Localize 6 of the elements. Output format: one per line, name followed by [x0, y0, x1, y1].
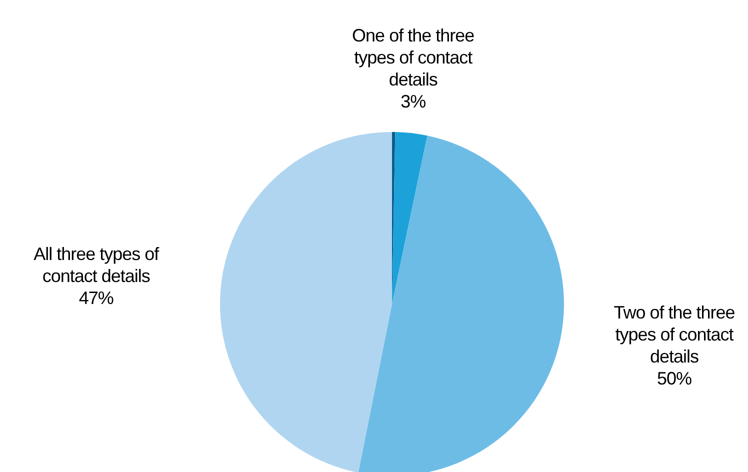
slice-label: One of the three types of contact details [352, 25, 475, 90]
data-label: 50% [657, 368, 692, 389]
slice-label: All three types of contact details [34, 244, 160, 286]
slice-label: Two of the three types of contact details [614, 302, 736, 367]
data-label: 3% [400, 91, 426, 112]
data-label: 47% [78, 288, 114, 308]
